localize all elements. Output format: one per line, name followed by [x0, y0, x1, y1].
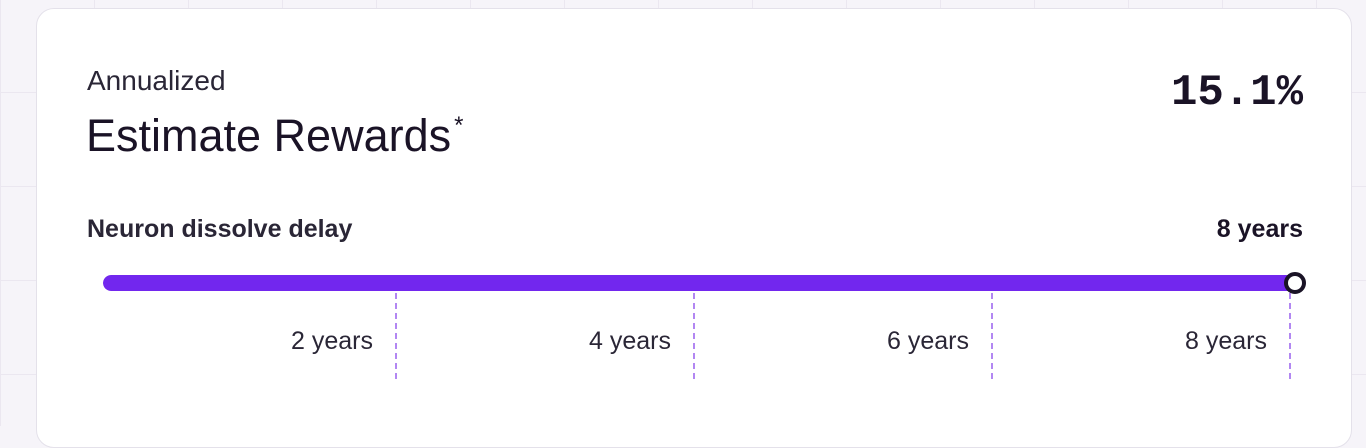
title-asterisk: *	[454, 112, 464, 139]
slider-track[interactable]	[103, 275, 1295, 291]
dissolve-delay-slider[interactable]: 2 years 4 years 6 years 8 years	[103, 272, 1306, 379]
slider-tick-4	[693, 293, 695, 379]
estimate-rewards-card: Annualized Estimate Rewards * 15.1% Neuro…	[36, 8, 1352, 448]
reward-rate: 15.1%	[1170, 68, 1303, 118]
slider-tick-8	[1289, 293, 1291, 379]
slider-tick-label-2: 2 years	[291, 327, 373, 355]
dissolve-delay-value: 8 years	[1216, 215, 1303, 243]
card-subtitle: Annualized	[87, 65, 226, 96]
dissolve-delay-label: Neuron dissolve delay	[87, 215, 353, 243]
slider-tick-2	[395, 293, 397, 379]
slider-tick-label-6: 6 years	[887, 327, 969, 355]
card-title: Estimate Rewards *	[86, 113, 463, 158]
card-title-text: Estimate Rewards	[86, 110, 452, 161]
slider-track-fill	[103, 275, 1295, 291]
slider-tick-6	[991, 293, 993, 379]
slider-thumb[interactable]	[1284, 272, 1306, 294]
slider-tick-label-8: 8 years	[1185, 327, 1267, 355]
slider-tick-label-4: 4 years	[589, 327, 671, 355]
